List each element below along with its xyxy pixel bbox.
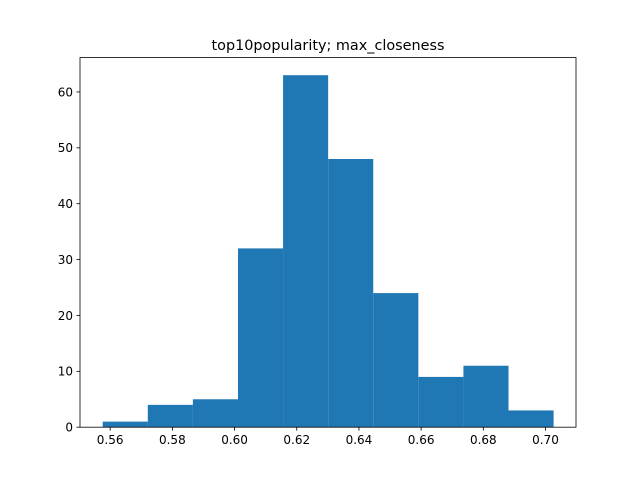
histogram-bar-1	[147, 404, 193, 428]
histogram-bar-5	[328, 159, 374, 428]
y-tick-label: 30	[58, 253, 73, 267]
x-tick-label: 0.70	[532, 433, 559, 447]
y-tick-label: 50	[58, 141, 73, 155]
y-tick-label: 0	[65, 421, 73, 435]
histogram-bar-9	[508, 410, 554, 428]
histogram-bar-0	[102, 421, 148, 428]
x-tick-label: 0.62	[283, 433, 310, 447]
y-axis: 0 10 20 30 40 50 60	[58, 85, 80, 435]
histogram-bar-4	[283, 75, 329, 428]
histogram-bar-7	[418, 376, 464, 428]
y-tick-label: 60	[58, 85, 73, 99]
histogram-bar-8	[463, 365, 509, 428]
histogram-bar-3	[237, 248, 284, 428]
chart-title: top10popularity; max_closeness	[212, 38, 445, 54]
x-tick-label: 0.58	[159, 433, 186, 447]
x-tick-label: 0.64	[346, 433, 373, 447]
y-tick-label: 40	[58, 197, 73, 211]
x-axis: 0.56 0.58 0.60 0.62 0.64 0.66 0.68 0.70	[97, 427, 559, 447]
bars-layer	[102, 75, 554, 428]
x-tick-label: 0.66	[408, 433, 435, 447]
y-tick-label: 20	[58, 309, 73, 323]
plot-frame	[79, 57, 577, 428]
histogram-bar-6	[373, 293, 419, 428]
x-tick-label: 0.68	[470, 433, 497, 447]
x-tick-label: 0.60	[221, 433, 248, 447]
y-tick-label: 10	[58, 365, 73, 379]
histogram-bar-2	[192, 399, 238, 428]
x-tick-label: 0.56	[97, 433, 124, 447]
